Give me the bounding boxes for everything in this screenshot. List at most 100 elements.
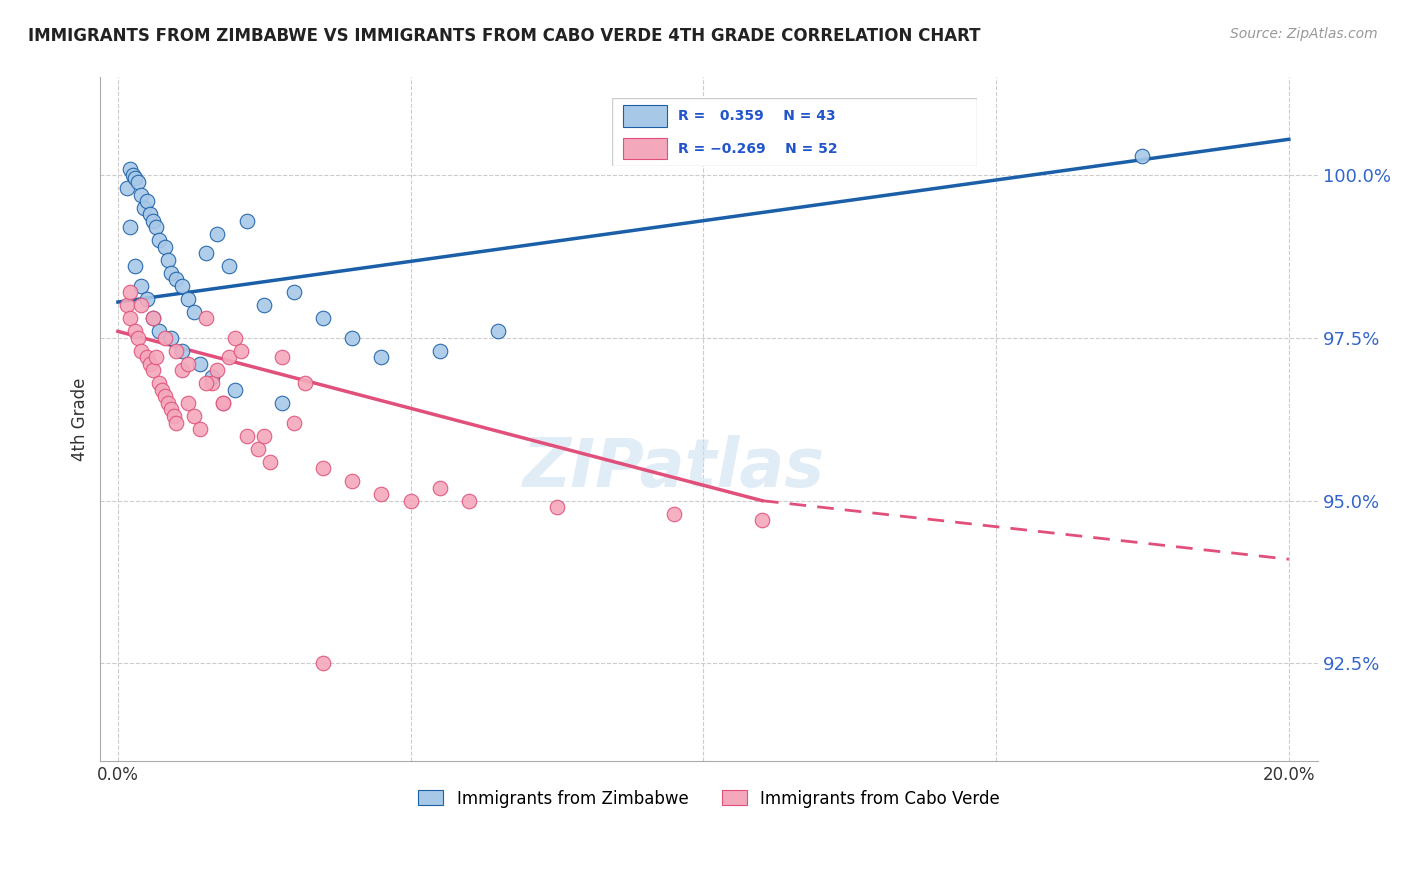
Point [153, 389, 176, 403]
Point [131, 187, 153, 202]
Point [235, 213, 257, 227]
Point [370, 351, 392, 365]
Point [188, 422, 211, 436]
Point [134, 201, 156, 215]
Point [488, 324, 510, 338]
Point [136, 351, 159, 365]
Point [188, 357, 211, 371]
Point [229, 343, 252, 358]
Point [124, 171, 146, 186]
Point [270, 396, 292, 410]
Point [458, 493, 481, 508]
Text: Source: ZipAtlas.com: Source: ZipAtlas.com [1230, 27, 1378, 41]
Point [115, 298, 138, 312]
Point [283, 416, 305, 430]
Point [172, 278, 194, 293]
Point [224, 383, 246, 397]
Point [159, 331, 181, 345]
Point [148, 233, 170, 247]
Point [399, 493, 422, 508]
Point [153, 331, 176, 345]
Point [124, 259, 146, 273]
Point [148, 324, 170, 338]
Text: IMMIGRANTS FROM ZIMBABWE VS IMMIGRANTS FROM CABO VERDE 4TH GRADE CORRELATION CHA: IMMIGRANTS FROM ZIMBABWE VS IMMIGRANTS F… [28, 27, 980, 45]
Point [253, 298, 276, 312]
Point [177, 396, 200, 410]
Point [131, 298, 153, 312]
Y-axis label: 4th Grade: 4th Grade [72, 377, 89, 461]
Point [136, 194, 159, 208]
Point [115, 181, 138, 195]
Point [429, 481, 451, 495]
Point [172, 363, 194, 377]
Point [194, 376, 217, 391]
Point [370, 487, 392, 501]
Point [218, 351, 240, 365]
Point [156, 396, 179, 410]
Point [207, 363, 229, 377]
Point [212, 396, 235, 410]
Point [166, 343, 188, 358]
Point [751, 513, 773, 527]
Point [177, 292, 200, 306]
Point [294, 376, 316, 391]
Point [340, 331, 363, 345]
Point [662, 507, 685, 521]
Point [148, 376, 170, 391]
Point [340, 474, 363, 488]
Point [150, 383, 173, 397]
Point [139, 357, 162, 371]
Point [183, 409, 205, 423]
Point [118, 220, 141, 235]
Point [121, 168, 143, 182]
Point [312, 657, 335, 671]
Point [156, 252, 179, 267]
Point [145, 220, 167, 235]
Point [159, 266, 181, 280]
Point [546, 500, 568, 515]
Point [127, 331, 149, 345]
Point [200, 376, 222, 391]
Point [429, 343, 451, 358]
Point [200, 370, 222, 384]
Point [145, 351, 167, 365]
Point [177, 357, 200, 371]
Point [142, 213, 165, 227]
Point [207, 227, 229, 241]
Point [142, 363, 165, 377]
Point [159, 402, 181, 417]
Point [183, 305, 205, 319]
Point [312, 461, 335, 475]
Point [194, 246, 217, 260]
Point [172, 343, 194, 358]
Point [127, 175, 149, 189]
Point [136, 292, 159, 306]
Point [224, 331, 246, 345]
Point [124, 324, 146, 338]
Point [259, 454, 281, 468]
Point [283, 285, 305, 300]
Point [212, 396, 235, 410]
Point [142, 311, 165, 326]
Point [153, 240, 176, 254]
Point [166, 272, 188, 286]
Point [131, 278, 153, 293]
Point [1132, 148, 1154, 162]
Point [142, 311, 165, 326]
Point [131, 343, 153, 358]
Legend: Immigrants from Zimbabwe, Immigrants from Cabo Verde: Immigrants from Zimbabwe, Immigrants fro… [412, 783, 1007, 814]
Point [118, 285, 141, 300]
Point [166, 416, 188, 430]
Point [235, 428, 257, 442]
Point [270, 351, 292, 365]
Point [194, 311, 217, 326]
Point [247, 442, 270, 456]
Point [253, 428, 276, 442]
Point [139, 207, 162, 221]
Text: ZIPatlas: ZIPatlas [523, 435, 825, 501]
Point [118, 161, 141, 176]
Point [312, 311, 335, 326]
Point [162, 409, 184, 423]
Point [118, 311, 141, 326]
Point [218, 259, 240, 273]
